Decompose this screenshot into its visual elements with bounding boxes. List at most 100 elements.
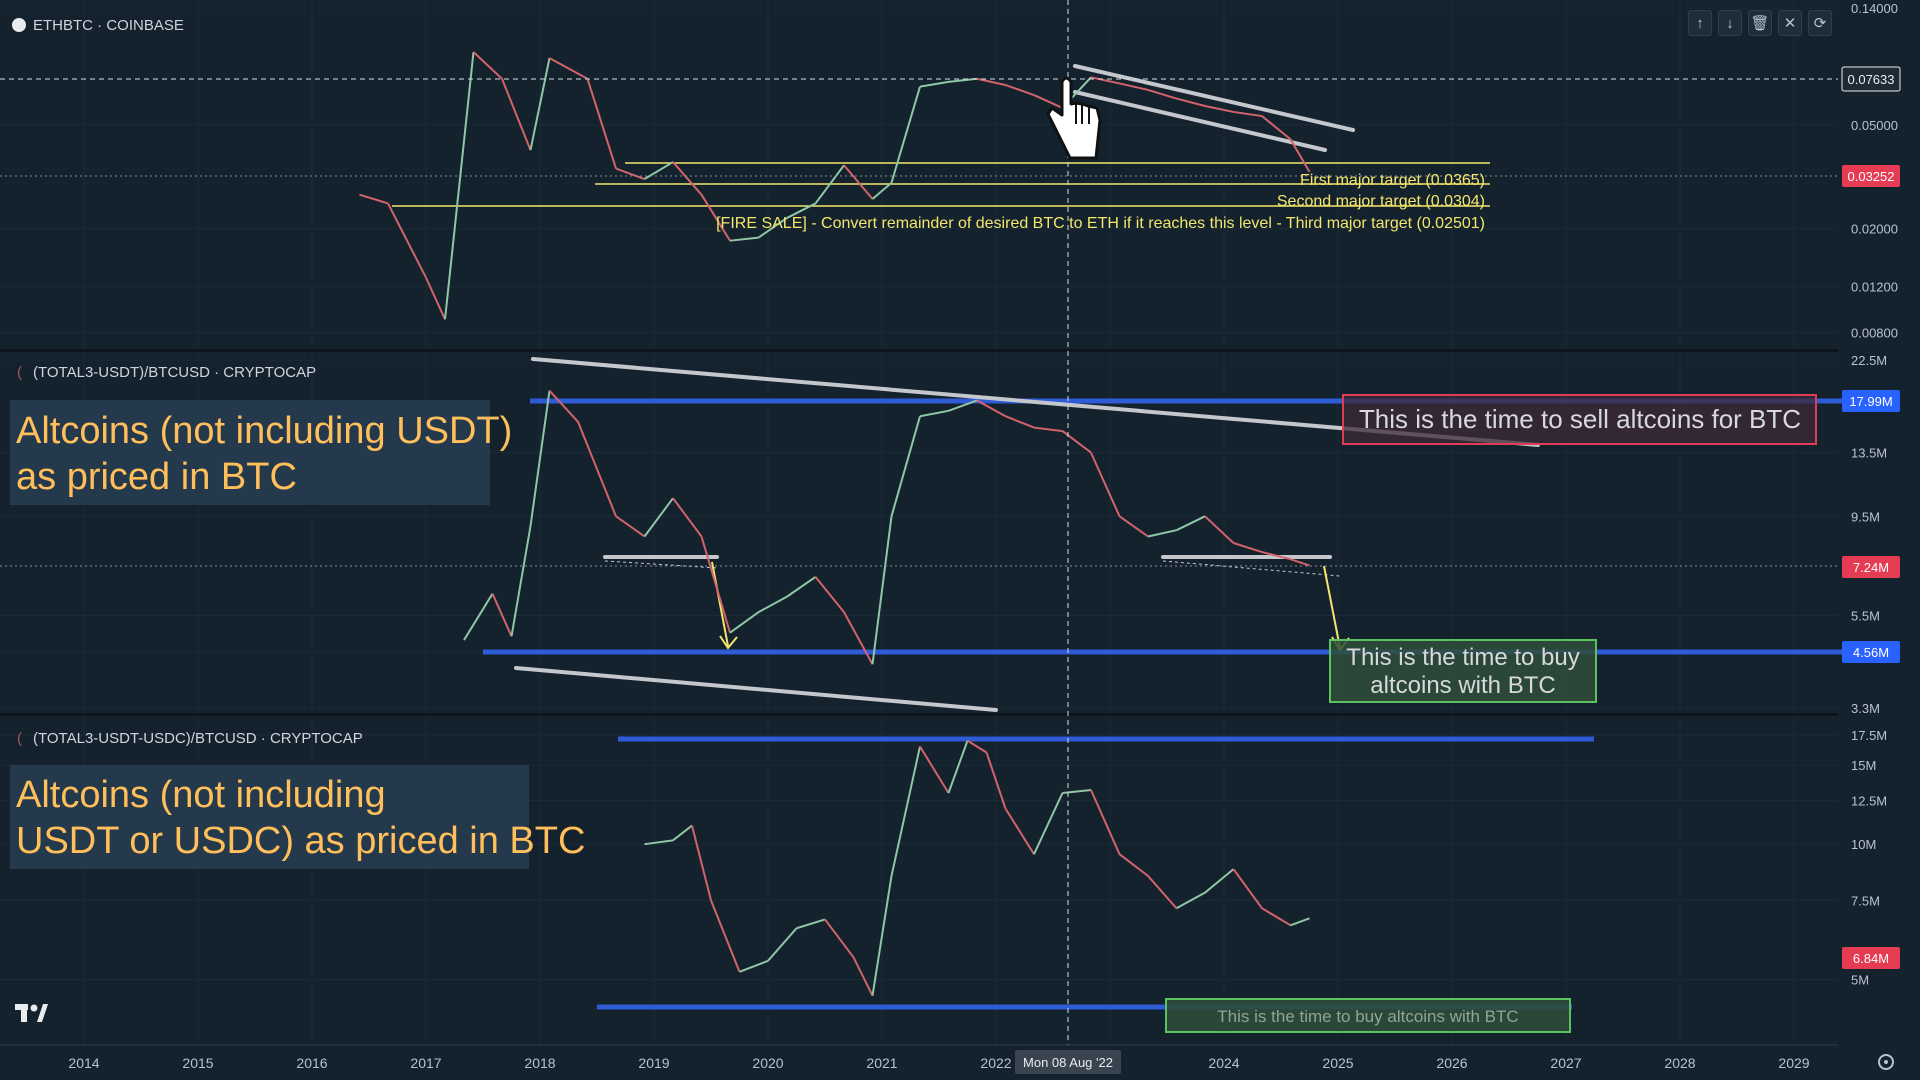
close-icon[interactable]: ✕ [1778,10,1802,36]
buy-zone-label-pane3: This is the time to buy altcoins with BT… [1217,1007,1518,1026]
pane-separator [0,713,1920,716]
time-tick-label: 2015 [182,1055,213,1071]
symbol-legends[interactable]: ETHBTC · COINBASE ( (TOTAL3-USDT)/BTCUSD… [12,17,363,747]
pane3-title: (TOTAL3-USDT-USDC)/BTCUSD · CRYPTOCAP [33,730,363,747]
price-segment [1005,84,1035,96]
price-segment [1289,138,1311,173]
pane1-title: ETHBTC · COINBASE [33,17,184,34]
price-segment [814,576,845,613]
price-segment [729,611,760,634]
price-segment [843,164,874,200]
time-tick-label: 2024 [1208,1055,1239,1071]
price-segment [947,740,969,794]
price-segment [758,595,788,614]
price-segment [710,899,741,973]
drop-arrowhead-left [719,635,738,650]
price-tick-label: 0.02000 [1851,222,1898,237]
crosshair-date-text: Mon 08 Aug '22 [1023,1055,1113,1070]
settings-icon[interactable] [1878,1054,1894,1070]
price-tick-label: 0.05000 [1851,118,1898,133]
headline-box-pane3 [10,765,529,869]
price-segment [1090,76,1120,85]
time-tick-label: 2014 [68,1055,99,1071]
headline-pane2-line2: as priced in BTC [16,456,297,498]
price-segment [843,611,874,665]
price-segment [871,181,893,200]
time-tick-label: 2016 [296,1055,327,1071]
price-segment [643,161,674,180]
arrow-down-icon[interactable]: ↓ [1718,10,1742,36]
price-segment [1090,789,1121,855]
price-segment [1232,868,1263,909]
price-segment [463,593,494,641]
price-segment [700,194,731,242]
price-segment [472,51,503,80]
sell-level-text: 17.99M [1849,394,1892,409]
annotations: This is the time to sell altcoins for BT… [716,172,1817,1033]
price-segment [1233,542,1263,554]
price-segment [1204,515,1235,544]
price-segment [1290,558,1310,567]
last-price-badge-pane2 [1842,556,1900,578]
price-segment [1119,82,1149,91]
price-segment [976,77,1006,86]
price-segment [672,497,703,538]
lower-trend-line [514,666,998,712]
price-segment [1147,875,1178,909]
price-tick-label: 13.5M [1851,446,1887,461]
buy-zone-label-line2: altcoins with BTC [1370,672,1555,699]
price-segment [1204,868,1235,894]
price-segment [548,389,579,423]
hand-cursor-icon [1046,76,1102,160]
price-segment [549,57,588,80]
price-segment [644,839,674,846]
refresh-icon[interactable]: ⟳ [1808,10,1832,36]
price-tick-label: 0.00800 [1851,326,1898,341]
price-segment [1204,105,1234,113]
price-segment [501,78,532,151]
time-axis[interactable] [0,1045,1920,1080]
price-segment [1118,515,1149,538]
price-segment [919,745,950,794]
pane-separator [0,349,1920,352]
price-segment [510,525,532,637]
price-segment [1176,97,1206,107]
price-segment [767,927,798,962]
price-segment [852,956,874,997]
price-segment [1033,426,1063,433]
last-price-badge-pane3 [1842,947,1900,969]
price-segment [948,399,978,412]
headline-pane2-line1: Altcoins (not including USDT) [16,410,512,452]
drawing-toolbar: ↑ ↓ 🗑 ✕ ⟳ [1688,10,1832,36]
headline-box-pane2 [10,400,490,505]
price-segment [1290,917,1310,927]
sell-zone-label: This is the time to sell altcoins for BT… [1359,404,1801,434]
price-segment [1147,529,1177,538]
trash-icon[interactable]: 🗑 [1748,10,1772,36]
channel-upper-line [1073,64,1355,132]
time-tick-label: 2029 [1778,1055,1809,1071]
pane-headlines: Altcoins (not including USDT) as priced … [10,400,585,869]
price-segment [729,236,759,242]
last-price-text-pane2: 7.24M [1853,560,1889,575]
price-tick-label: 7.5M [1851,893,1880,908]
price-segment [871,516,893,665]
pane3-symbol-icon: ( [17,730,22,747]
buy-level-badge [1842,641,1900,663]
price-segment [577,421,617,517]
arrow-up-icon[interactable]: ↑ [1688,10,1712,36]
buy-zone-box [1329,639,1597,703]
buy-level-text: 4.56M [1853,645,1889,660]
sell-level-badge [1842,390,1900,412]
price-segment [890,86,921,184]
price-segment [700,536,731,633]
tradingview-logo-icon[interactable] [15,1004,48,1022]
price-tick-label: 0.14000 [1851,1,1898,16]
price-segment [1261,115,1292,141]
price-segment [691,825,712,901]
second-target-label: Second major target (0.0304) [1277,193,1485,210]
time-tick-label: 2025 [1322,1055,1353,1071]
price-segment [890,746,921,877]
